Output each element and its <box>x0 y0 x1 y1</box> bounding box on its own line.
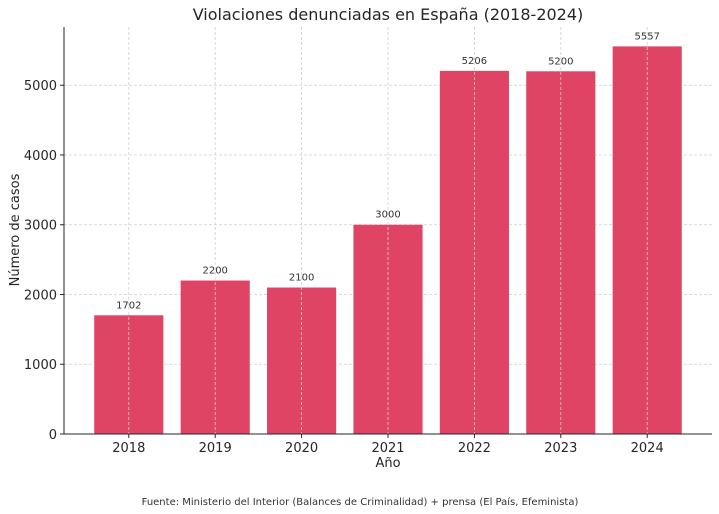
x-tick-label-2018: 2018 <box>112 441 145 456</box>
data-label-2018: 1702 <box>116 300 141 311</box>
y-tick-label: 2000 <box>24 288 57 303</box>
axes: 0 1000 2000 3000 4000 5000 2018 2019 2020 2021 202… <box>24 27 712 456</box>
y-tick-label: 0 <box>49 428 57 443</box>
source-footnote: Fuente: Ministerio del Interior (Balance… <box>142 496 579 508</box>
x-tick-label-2019: 2019 <box>199 441 232 456</box>
x-tick-label-2022: 2022 <box>458 441 491 456</box>
data-label-2022: 5206 <box>462 56 487 67</box>
y-tick-label: 3000 <box>24 219 57 234</box>
y-tick-label: 1000 <box>24 358 57 373</box>
x-tick-label-2023: 2023 <box>544 441 577 456</box>
y-axis-label: Número de casos <box>8 173 23 286</box>
y-tick-label: 5000 <box>24 79 57 94</box>
y-tick-label: 4000 <box>24 149 57 164</box>
x-tick-label-2021: 2021 <box>371 441 404 456</box>
data-label-2021: 3000 <box>375 210 400 221</box>
chart-title: Violaciones denunciadas en España (2018-… <box>193 5 584 24</box>
data-label-2019: 2200 <box>202 266 227 277</box>
data-label-2024: 5557 <box>634 31 659 42</box>
x-axis-label: Año <box>375 456 400 471</box>
data-label-2020: 2100 <box>289 273 314 284</box>
x-tick-label-2024: 2024 <box>631 441 664 456</box>
data-label-2023: 5200 <box>548 56 573 67</box>
x-tick-label-2020: 2020 <box>285 441 318 456</box>
data-labels: 1702 2200 2100 3000 5206 5200 5557 <box>116 27 660 434</box>
